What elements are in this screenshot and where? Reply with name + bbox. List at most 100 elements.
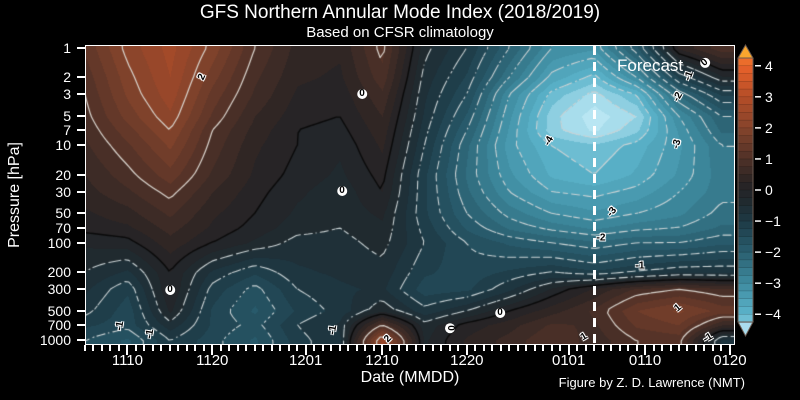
- colorbar: 4 3 2 1 0 −1 −2 −3 −4: [737, 43, 781, 338]
- colorbar-tick-label: 0: [765, 182, 773, 198]
- y-tick-label: 3: [63, 86, 71, 103]
- x-minor-tick: [202, 345, 205, 351]
- x-major-tick: [644, 345, 647, 355]
- x-minor-tick: [406, 345, 409, 351]
- y-tick: [77, 47, 85, 49]
- x-minor-tick: [313, 345, 316, 351]
- x-tick-label: 1110: [111, 352, 143, 369]
- x-minor-tick: [686, 345, 689, 351]
- x-minor-tick: [516, 345, 519, 351]
- y-tick: [77, 76, 85, 79]
- x-minor-tick: [219, 345, 222, 351]
- colorbar-segment: [737, 73, 754, 83]
- colorbar-segment: [737, 298, 754, 308]
- x-minor-tick: [270, 345, 273, 351]
- x-minor-tick: [542, 345, 545, 351]
- colorbar-segment: [737, 259, 754, 269]
- x-minor-tick: [482, 345, 485, 351]
- colorbar-tick-label: −4: [765, 306, 781, 322]
- colorbar-segment: [737, 244, 754, 253]
- y-tick: [77, 323, 85, 326]
- x-minor-tick: [440, 345, 443, 351]
- colorbar-segment: [737, 251, 754, 261]
- y-tick-label: 1: [63, 40, 71, 56]
- x-minor-tick: [677, 345, 680, 351]
- x-minor-tick: [134, 345, 137, 351]
- y-tick-label: 2: [63, 69, 71, 86]
- colorbar-segment: [737, 236, 754, 246]
- colorbar-segment: [737, 119, 754, 129]
- x-minor-tick: [618, 345, 621, 351]
- y-tick-label: 10: [55, 137, 71, 154]
- y-tick: [77, 129, 85, 132]
- x-minor-tick: [499, 345, 502, 351]
- colorbar-tick-label: 4: [765, 58, 773, 74]
- x-tick-label: 0120: [713, 352, 747, 369]
- colorbar-frame: [737, 57, 754, 323]
- x-minor-tick: [372, 345, 375, 351]
- colorbar-under-arrow: [737, 321, 754, 338]
- x-minor-tick: [330, 345, 333, 351]
- x-minor-tick: [236, 345, 239, 351]
- x-major-tick: [567, 345, 570, 355]
- y-tick-label: 7: [63, 122, 71, 139]
- colorbar-segment: [737, 81, 754, 90]
- y-tick: [77, 309, 85, 312]
- colorbar-segment: [737, 143, 754, 152]
- y-tick: [77, 144, 85, 147]
- colorbar-segment: [737, 213, 754, 222]
- y-tick-label: 200: [47, 263, 71, 280]
- x-minor-tick: [584, 345, 587, 351]
- colorbar-tick-label: 2: [765, 120, 773, 136]
- x-minor-tick: [711, 345, 714, 351]
- y-tick-label: 500: [47, 302, 71, 319]
- x-minor-tick: [177, 345, 180, 351]
- x-minor-tick: [168, 345, 171, 351]
- colorbar-segment: [737, 189, 754, 199]
- forecast-divider-line: [593, 46, 597, 344]
- y-tick-label: 1000: [39, 332, 71, 348]
- y-tick-label: 700: [47, 316, 71, 333]
- colorbar-segment: [737, 150, 754, 160]
- chart-subtitle: Based on CFSR climatology: [306, 24, 494, 41]
- contour-label: 0: [495, 307, 505, 318]
- x-minor-tick: [550, 345, 553, 351]
- contour-label: -1: [143, 328, 157, 340]
- x-minor-tick: [160, 345, 163, 351]
- x-minor-tick: [109, 345, 112, 351]
- x-tick-label: 1201: [288, 352, 323, 369]
- x-minor-tick: [143, 345, 146, 351]
- x-minor-tick: [661, 345, 664, 351]
- y-tick: [77, 241, 85, 244]
- x-minor-tick: [508, 345, 511, 351]
- colorbar-segment: [737, 282, 754, 292]
- colorbar-segment: [737, 290, 754, 300]
- x-tick-label: 0110: [628, 352, 662, 369]
- x-minor-tick: [669, 345, 672, 351]
- x-tick-label: 0101: [551, 352, 586, 369]
- y-tick-label: 20: [55, 166, 71, 183]
- x-minor-tick: [117, 345, 120, 351]
- contour-plot-canvas: [85, 45, 735, 345]
- colorbar-segment: [737, 275, 754, 284]
- x-minor-tick: [185, 345, 188, 351]
- forecast-label: Forecast: [617, 56, 684, 75]
- y-tick-label: 100: [47, 234, 71, 251]
- y-tick: [77, 212, 85, 215]
- x-minor-tick: [151, 345, 154, 351]
- x-minor-tick: [84, 345, 86, 351]
- x-minor-tick: [228, 345, 231, 351]
- y-tick-label: 5: [63, 108, 71, 125]
- colorbar-tick-label: 3: [765, 89, 773, 105]
- x-minor-tick: [601, 345, 604, 351]
- x-minor-tick: [296, 345, 299, 351]
- y-tick: [77, 115, 85, 118]
- colorbar-segment: [737, 127, 754, 137]
- x-minor-tick: [652, 345, 655, 351]
- contour-label: -2: [596, 232, 606, 244]
- x-minor-tick: [287, 345, 290, 351]
- x-minor-tick: [92, 345, 95, 351]
- x-minor-tick: [474, 345, 477, 351]
- colorbar-tick-label: −2: [765, 244, 781, 260]
